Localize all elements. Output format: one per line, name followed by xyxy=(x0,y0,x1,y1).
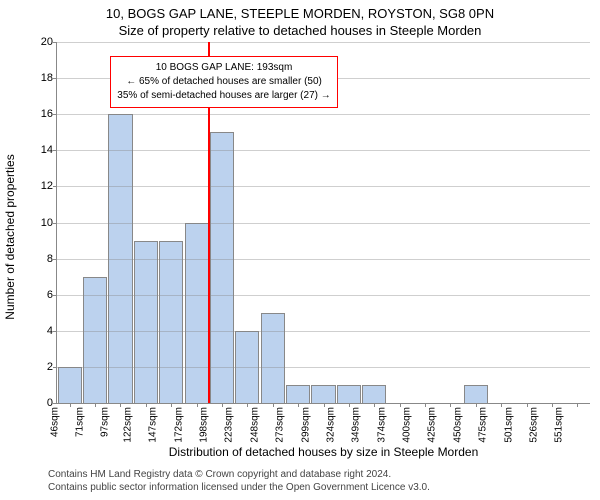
xtick-label: 475sqm xyxy=(478,407,489,443)
xtick-label: 198sqm xyxy=(199,407,210,443)
xtick-label: 450sqm xyxy=(452,407,463,443)
gridline xyxy=(57,295,590,296)
xtick-label: 551sqm xyxy=(554,407,565,443)
xtick-label: 223sqm xyxy=(224,407,235,443)
chart-container: 10, BOGS GAP LANE, STEEPLE MORDEN, ROYST… xyxy=(0,0,600,500)
bar xyxy=(337,385,361,403)
gridline xyxy=(57,367,590,368)
xtick-label: 425sqm xyxy=(427,407,438,443)
gridline xyxy=(57,223,590,224)
xtick-mark xyxy=(324,403,325,407)
ytick-mark xyxy=(53,331,57,332)
ytick-label: 10 xyxy=(41,217,53,229)
xtick-label: 147sqm xyxy=(148,407,159,443)
ytick-mark xyxy=(53,367,57,368)
ytick-label: 18 xyxy=(41,72,53,84)
gridline xyxy=(57,42,590,43)
xtick-mark xyxy=(450,403,451,407)
bar xyxy=(185,223,209,404)
gridline xyxy=(57,186,590,187)
ytick-mark xyxy=(53,114,57,115)
ytick-label: 16 xyxy=(41,108,53,120)
ytick-mark xyxy=(53,223,57,224)
gridline xyxy=(57,114,590,115)
ytick-mark xyxy=(53,42,57,43)
annotation-line: ← 65% of detached houses are smaller (50… xyxy=(117,75,330,89)
gridline xyxy=(57,150,590,151)
xtick-mark xyxy=(298,403,299,407)
bar xyxy=(134,241,158,403)
x-axis-label: Distribution of detached houses by size … xyxy=(57,445,590,459)
xtick-label: 299sqm xyxy=(300,407,311,443)
xtick-label: 400sqm xyxy=(402,407,413,443)
footer-line2: Contains public sector information licen… xyxy=(48,481,430,494)
title-line2: Size of property relative to detached ho… xyxy=(0,21,600,42)
xtick-label: 122sqm xyxy=(123,407,134,443)
xtick-label: 501sqm xyxy=(503,407,514,443)
ytick-mark xyxy=(53,150,57,151)
xtick-label: 374sqm xyxy=(376,407,387,443)
xtick-mark xyxy=(374,403,375,407)
bar xyxy=(261,313,285,403)
annotation-box: 10 BOGS GAP LANE: 193sqm← 65% of detache… xyxy=(110,56,337,108)
bar xyxy=(58,367,82,403)
annotation-line: 10 BOGS GAP LANE: 193sqm xyxy=(117,61,330,75)
xtick-mark xyxy=(171,403,172,407)
xtick-label: 349sqm xyxy=(351,407,362,443)
xtick-mark xyxy=(120,403,121,407)
bar xyxy=(286,385,310,403)
xtick-label: 97sqm xyxy=(100,407,111,437)
xtick-mark xyxy=(70,403,71,407)
xtick-label: 526sqm xyxy=(529,407,540,443)
xtick-mark xyxy=(247,403,248,407)
xtick-label: 248sqm xyxy=(249,407,260,443)
chart-area: Number of detached properties Distributi… xyxy=(48,42,590,432)
footer-line1: Contains HM Land Registry data © Crown c… xyxy=(48,468,430,481)
ytick-label: 14 xyxy=(41,144,53,156)
ytick-mark xyxy=(53,186,57,187)
annotation-line: 35% of semi-detached houses are larger (… xyxy=(117,89,330,103)
ytick-mark xyxy=(53,78,57,79)
bar xyxy=(210,132,234,403)
ytick-mark xyxy=(53,403,57,404)
xtick-label: 71sqm xyxy=(75,407,86,437)
xtick-label: 273sqm xyxy=(275,407,286,443)
xtick-mark xyxy=(146,403,147,407)
xtick-label: 172sqm xyxy=(173,407,184,443)
xtick-label: 46sqm xyxy=(49,407,60,437)
bar xyxy=(464,385,488,403)
xtick-mark xyxy=(273,403,274,407)
gridline xyxy=(57,331,590,332)
ytick-mark xyxy=(53,295,57,296)
ytick-label: 12 xyxy=(41,180,53,192)
title-line1: 10, BOGS GAP LANE, STEEPLE MORDEN, ROYST… xyxy=(0,0,600,21)
ytick-label: 20 xyxy=(41,36,53,48)
bar xyxy=(311,385,335,403)
xtick-mark xyxy=(197,403,198,407)
ytick-mark xyxy=(53,259,57,260)
xtick-label: 324sqm xyxy=(326,407,337,443)
y-axis-label: Number of detached properties xyxy=(3,154,17,319)
xtick-mark xyxy=(476,403,477,407)
bar xyxy=(362,385,386,403)
xtick-mark xyxy=(527,403,528,407)
gridline xyxy=(57,259,590,260)
xtick-mark xyxy=(577,403,578,407)
bar xyxy=(159,241,183,403)
plot-region: Distribution of detached houses by size … xyxy=(56,42,590,404)
xtick-mark xyxy=(501,403,502,407)
footer-attribution: Contains HM Land Registry data © Crown c… xyxy=(48,468,430,494)
xtick-mark xyxy=(400,403,401,407)
xtick-mark xyxy=(95,403,96,407)
